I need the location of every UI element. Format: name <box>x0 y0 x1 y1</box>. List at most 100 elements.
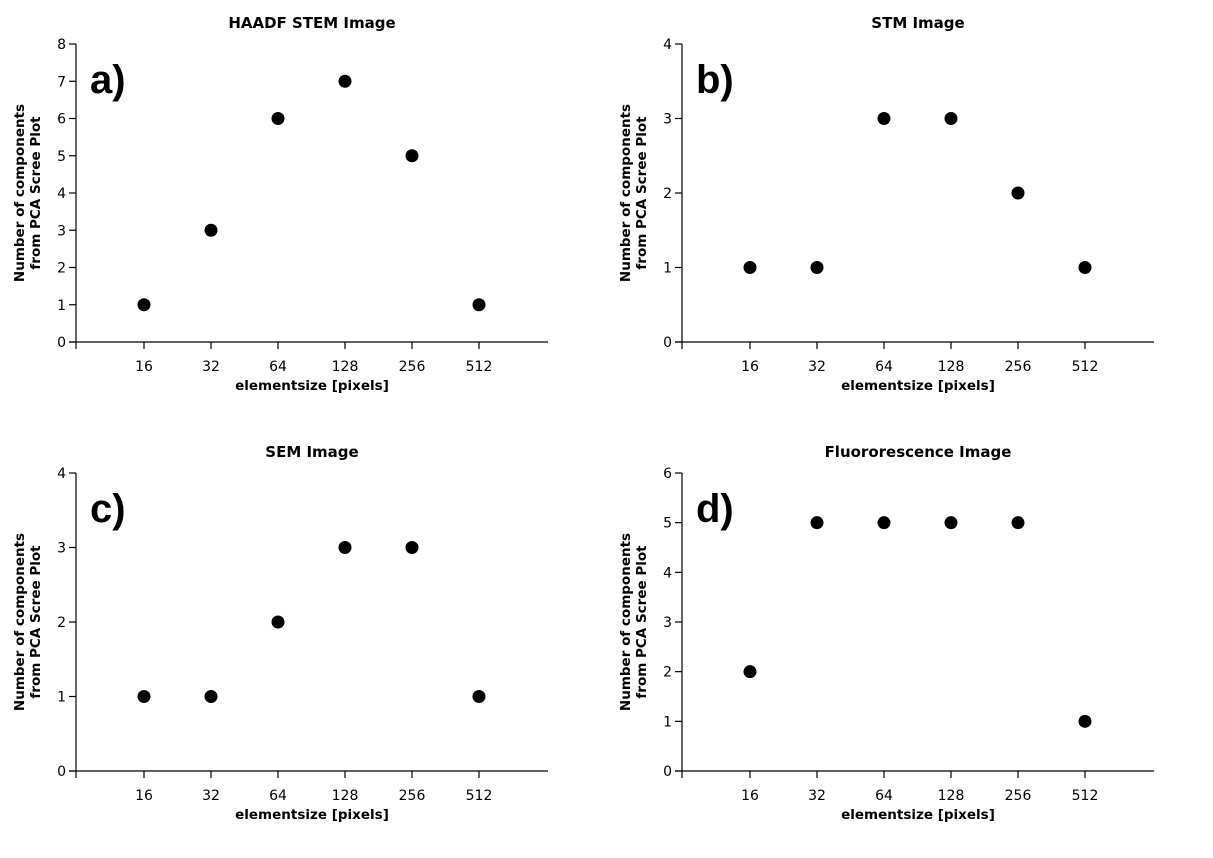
data-point <box>204 223 218 237</box>
y-axis-label-line-2: from PCA Scree Plot <box>634 545 650 699</box>
y-tick-label: 1 <box>663 261 672 277</box>
data-point <box>877 516 891 530</box>
data-point <box>810 261 824 274</box>
y-axis-label-line-1: Number of components <box>12 533 28 711</box>
y-tick-label: 7 <box>57 74 66 90</box>
scatter-chart-d: 0 1 2 3 4 5 6 16 32 64 128 256 512 Fluororescence Ima… <box>618 443 1154 823</box>
y-tick-label: 2 <box>57 261 66 277</box>
y-tick-label: 4 <box>57 186 66 202</box>
y-tick-label: 2 <box>663 186 672 202</box>
x-tick-label: 256 <box>1005 788 1032 804</box>
x-tick-label: 128 <box>938 359 965 375</box>
chart-panel-d: 0 1 2 3 4 5 6 16 32 64 128 256 512 Fluororescence Ima… <box>606 429 1206 857</box>
x-axis-label: elementsize [pixels] <box>841 378 995 394</box>
y-tick-label: 6 <box>663 466 672 482</box>
y-tick-label: 8 <box>57 37 66 53</box>
data-point <box>338 74 352 88</box>
panel-label: b) <box>696 58 734 102</box>
data-point <box>810 516 824 530</box>
panel-label: a) <box>90 58 126 102</box>
data-point <box>1078 261 1092 274</box>
chart-title: STM Image <box>871 14 964 32</box>
x-tick-label: 512 <box>1072 788 1099 804</box>
x-tick-label: 256 <box>399 359 426 375</box>
y-axis-label-line-2: from PCA Scree Plot <box>634 116 650 270</box>
data-point <box>271 615 285 629</box>
x-axis-label: elementsize [pixels] <box>235 378 389 394</box>
chart-panel-b: 0 1 2 3 4 16 32 64 128 256 512 STM Image elementsize… <box>606 0 1206 428</box>
y-tick-label: 0 <box>663 335 672 351</box>
y-tick-label: 3 <box>57 541 66 557</box>
x-tick-label: 256 <box>1005 359 1032 375</box>
data-point <box>405 149 419 163</box>
data-point <box>1011 516 1025 530</box>
y-tick-label: 2 <box>663 665 672 681</box>
y-tick-label: 5 <box>57 149 66 165</box>
scatter-chart-c: 0 1 2 3 4 16 32 64 128 256 512 SEM Image elementsize… <box>12 443 548 823</box>
chart-title: Fluororescence Image <box>825 443 1012 461</box>
x-tick-label: 32 <box>808 788 826 804</box>
x-tick-label: 64 <box>875 788 893 804</box>
data-point <box>137 690 151 703</box>
y-tick-label: 5 <box>663 516 672 532</box>
data-point <box>338 541 352 554</box>
data-point <box>472 298 486 312</box>
y-tick-label: 4 <box>663 565 672 581</box>
scatter-chart-b: 0 1 2 3 4 16 32 64 128 256 512 STM Image elementsize… <box>618 14 1154 394</box>
y-axis-label-line-2: from PCA Scree Plot <box>28 545 44 699</box>
y-tick-label: 0 <box>663 764 672 780</box>
data-point <box>204 690 218 703</box>
data-point <box>743 665 757 679</box>
data-point <box>405 541 419 554</box>
data-point <box>472 690 486 703</box>
x-tick-label: 512 <box>1072 359 1099 375</box>
y-tick-label: 0 <box>57 335 66 351</box>
y-tick-label: 1 <box>663 714 672 730</box>
x-tick-label: 16 <box>741 788 759 804</box>
data-point <box>743 261 757 274</box>
y-axis-label-line-2: from PCA Scree Plot <box>28 116 44 270</box>
x-tick-label: 128 <box>332 788 359 804</box>
data-point <box>944 112 958 125</box>
y-tick-label: 2 <box>57 615 66 631</box>
chart-panel-a: 0 1 2 3 4 5 6 7 8 16 32 64 128 256 512 HAADF STEM Image… <box>0 0 600 428</box>
x-tick-label: 256 <box>399 788 426 804</box>
y-tick-label: 3 <box>663 112 672 128</box>
data-point <box>877 112 891 125</box>
panel-label: d) <box>696 487 734 531</box>
data-point <box>137 298 151 312</box>
y-axis-label-line-1: Number of components <box>618 104 634 282</box>
x-axis-label: elementsize [pixels] <box>841 807 995 823</box>
y-tick-label: 3 <box>57 223 66 239</box>
y-tick-label: 3 <box>663 615 672 631</box>
y-tick-label: 1 <box>57 690 66 706</box>
y-tick-label: 6 <box>57 112 66 128</box>
data-point <box>271 112 285 125</box>
x-tick-label: 16 <box>741 359 759 375</box>
x-tick-label: 32 <box>808 359 826 375</box>
x-tick-label: 512 <box>466 788 493 804</box>
data-point <box>1011 186 1025 200</box>
chart-title: SEM Image <box>265 443 358 461</box>
x-tick-label: 128 <box>332 359 359 375</box>
x-tick-label: 64 <box>269 359 287 375</box>
y-axis-label-line-1: Number of components <box>618 533 634 711</box>
x-tick-label: 16 <box>135 788 153 804</box>
x-tick-label: 16 <box>135 359 153 375</box>
x-tick-label: 32 <box>202 788 220 804</box>
chart-panel-c: 0 1 2 3 4 16 32 64 128 256 512 SEM Image elementsize… <box>0 429 600 857</box>
scatter-chart-a: 0 1 2 3 4 5 6 7 8 16 32 64 128 256 512 HAADF STEM Image… <box>12 14 548 394</box>
y-tick-label: 0 <box>57 764 66 780</box>
x-tick-label: 128 <box>938 788 965 804</box>
y-tick-label: 4 <box>663 37 672 53</box>
data-point <box>1078 714 1092 728</box>
data-point <box>944 516 958 530</box>
x-tick-label: 64 <box>269 788 287 804</box>
x-tick-label: 32 <box>202 359 220 375</box>
x-tick-label: 512 <box>466 359 493 375</box>
x-axis-label: elementsize [pixels] <box>235 807 389 823</box>
y-tick-label: 1 <box>57 298 66 314</box>
y-tick-label: 4 <box>57 466 66 482</box>
panel-label: c) <box>90 487 126 531</box>
y-axis-label-line-1: Number of components <box>12 104 28 282</box>
